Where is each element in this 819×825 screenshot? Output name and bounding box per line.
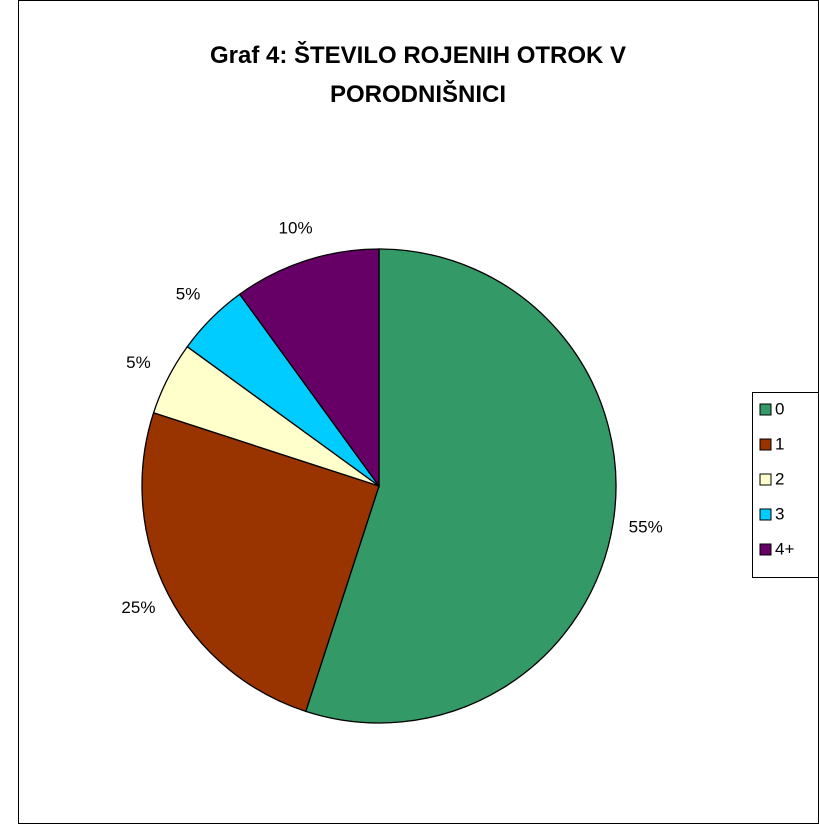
legend-label: 4+ — [775, 539, 794, 558]
data-label: 25% — [121, 598, 155, 617]
legend-swatch — [759, 543, 772, 556]
data-label: 55% — [629, 518, 663, 537]
legend-swatch — [759, 508, 772, 521]
chart-title: Graf 4: ŠTEVILO ROJENIH OTROK V PORODNIŠ… — [209, 42, 627, 108]
pie-slice — [304, 248, 617, 724]
pie-slice — [238, 248, 380, 489]
legend-label: 3 — [775, 504, 784, 523]
legend-label: 0 — [775, 399, 784, 418]
data-label: 5% — [126, 353, 151, 372]
data-label: 10% — [279, 219, 313, 238]
legend-swatch — [759, 403, 772, 416]
legend-label: 1 — [775, 434, 784, 453]
legend-swatch — [759, 438, 772, 451]
pie-slice — [141, 411, 380, 713]
legend-swatch — [759, 473, 772, 486]
data-label: 5% — [176, 285, 201, 304]
legend-label: 2 — [775, 469, 784, 488]
